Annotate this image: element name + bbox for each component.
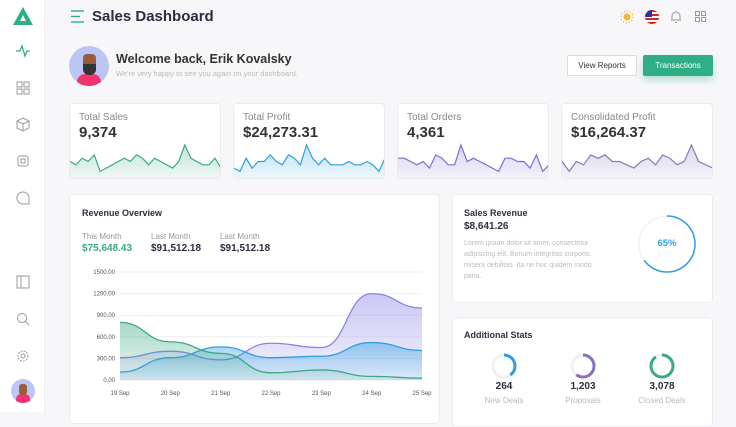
series-line — [119, 321, 423, 379]
stat-label: Total Profit — [243, 112, 291, 123]
grid-icon[interactable] — [14, 79, 32, 97]
view-reports-button[interactable]: View Reports — [567, 55, 637, 76]
x-tick-label: 25 Sep — [412, 391, 432, 397]
y-tick-label: 300.00 — [97, 356, 116, 362]
stat-item-value: 1,203 — [570, 381, 596, 392]
additional-stats-title: Additional Stats — [464, 330, 533, 340]
sparkline-area — [234, 145, 384, 178]
sparkline — [562, 143, 712, 178]
additional-stats-card: Additional Stats 264 New Deals 1,203 Propos… — [452, 317, 713, 427]
x-tick-label: 19 Sep — [110, 391, 130, 397]
x-tick-label: 21 Sep — [211, 391, 231, 397]
welcome-subtitle: We're very happy to see you again on you… — [116, 69, 298, 78]
metric-value: $91,512.18 — [220, 243, 271, 254]
stat-value: $24,273.31 — [243, 124, 319, 141]
sparkline — [398, 143, 548, 178]
revenue-chart: 0.00 300.00 600.00 900.00 1200.00 1500.00 19 S… — [93, 270, 432, 397]
stat-item-label: Closed Deals — [638, 396, 686, 405]
stat-label: Total Orders — [407, 112, 462, 123]
stat-value: 9,374 — [79, 124, 117, 141]
sparkline-line — [562, 143, 712, 173]
stat-ring — [570, 353, 596, 379]
box-icon[interactable] — [14, 116, 32, 134]
sales-revenue-percent: 65% — [657, 238, 677, 249]
chip-icon[interactable] — [14, 152, 32, 170]
user-avatar — [69, 46, 109, 86]
y-tick-label: 600.00 — [97, 335, 116, 341]
y-tick-label: 1500.00 — [93, 270, 115, 276]
sparkline-line — [234, 143, 384, 173]
sales-revenue-text: Lorem ipsum dolor sit amet, consectetur … — [464, 240, 592, 280]
sidebar-panel-icon[interactable] — [14, 273, 32, 291]
chat-icon[interactable] — [14, 189, 32, 207]
welcome-title: Welcome back, Erik Kovalsky — [116, 52, 292, 66]
stat-item-label: New Deals — [484, 396, 524, 405]
sparkline-area — [398, 145, 548, 178]
stat-item-value: 264 — [495, 381, 513, 392]
settings-icon[interactable] — [14, 347, 32, 365]
stat-label: Total Sales — [79, 112, 128, 123]
stat-card: Total Profit $24,273.31 — [233, 103, 385, 179]
stat-ring — [491, 353, 517, 379]
revenue-title: Revenue Overview — [82, 208, 163, 218]
menu-icon[interactable] — [71, 10, 85, 23]
sales-revenue-ring — [638, 215, 696, 273]
avatar[interactable] — [11, 379, 35, 403]
sales-revenue-value: $8,641.26 — [464, 221, 509, 232]
metric-value: $75,648.43 — [82, 243, 133, 254]
stat-ring — [649, 353, 675, 379]
sparkline — [70, 143, 220, 178]
stat-card: Total Orders 4,361 — [397, 103, 549, 179]
metric-label: Last Month — [220, 232, 260, 241]
sales-revenue-card: Sales Revenue $8,641.26 Lorem ipsum dolo… — [452, 194, 713, 303]
sparkline-line — [70, 143, 220, 173]
logo[interactable] — [13, 7, 33, 25]
sales-revenue-title: Sales Revenue — [464, 208, 528, 218]
search-icon[interactable] — [14, 310, 32, 328]
metric-value: $91,512.18 — [151, 243, 202, 254]
sun-icon[interactable] — [620, 10, 634, 24]
x-tick-label: 20 Sep — [161, 391, 181, 397]
stat-value: $16,264.37 — [571, 124, 647, 141]
y-tick-label: 900.00 — [97, 313, 116, 319]
stat-item-label: Proposals — [565, 396, 601, 405]
stat-label: Consolidated Profit — [571, 112, 656, 123]
metric-label: Last Month — [151, 232, 191, 241]
x-tick-label: 23 Sep — [312, 391, 332, 397]
activity-icon[interactable] — [14, 42, 32, 60]
sparkline — [234, 143, 384, 178]
transactions-button[interactable]: Transactions — [643, 55, 713, 76]
revenue-overview-card: Revenue Overview This Month $75,648.43 L… — [69, 194, 440, 424]
stat-card: Consolidated Profit $16,264.37 — [561, 103, 713, 179]
bell-icon[interactable] — [670, 10, 682, 24]
page-title: Sales Dashboard — [92, 8, 214, 25]
apps-grid-icon[interactable] — [695, 11, 706, 22]
us-flag-icon[interactable] — [645, 10, 659, 24]
series-area — [120, 322, 422, 380]
x-tick-label: 24 Sep — [362, 391, 382, 397]
y-tick-label: 0.00 — [103, 378, 115, 384]
x-tick-label: 22 Sep — [261, 391, 281, 397]
sparkline-line — [398, 143, 548, 173]
sparkline-area — [562, 145, 712, 178]
sidebar — [0, 0, 45, 412]
stat-card: Total Sales 9,374 — [69, 103, 221, 179]
y-tick-label: 1200.00 — [93, 292, 115, 298]
stat-item-value: 3,078 — [649, 381, 675, 392]
stat-value: 4,361 — [407, 124, 445, 141]
metric-label: This Month — [82, 232, 122, 241]
